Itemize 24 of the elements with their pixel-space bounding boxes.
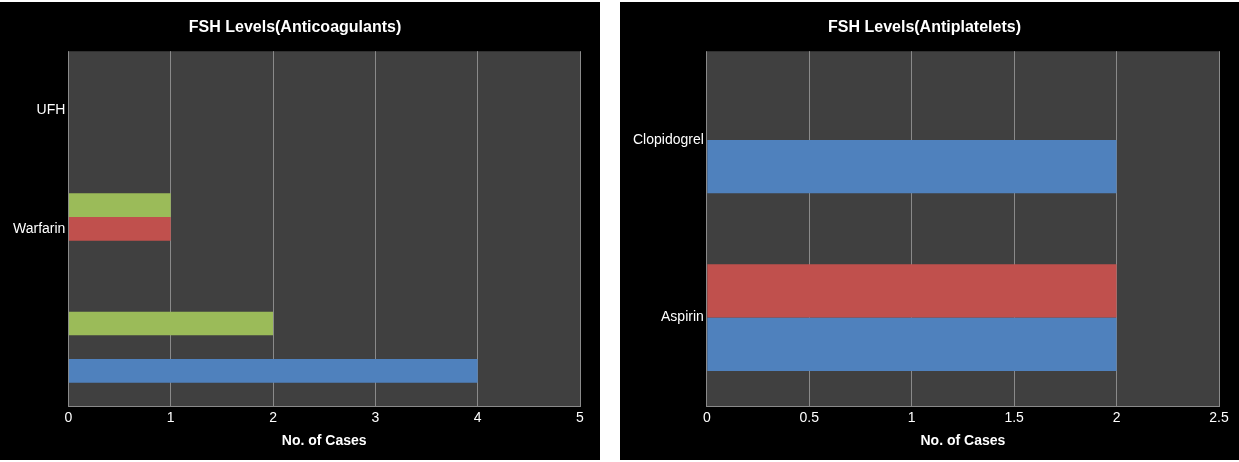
x-tick-label: 0 [702,408,711,425]
y-tick-label: Warfarin [12,219,66,236]
x-tick-label: 2 [269,408,278,425]
x-tick-label: 4 [473,408,482,425]
bar [68,359,478,383]
x-tick-label: 2.5 [1209,408,1229,425]
x-tick-label: 5 [576,408,585,425]
x-tick-label: 1.5 [1004,408,1025,425]
x-tick-label: 1 [166,408,175,425]
chart-title: FSH Levels(Anticoagulants) [188,18,402,36]
x-tick-label: 3 [371,408,380,425]
x-axis-title: No. of Cases [920,432,1006,449]
x-axis-title: No. of Cases [281,432,367,449]
y-tick-label: Clopidogrel [632,130,704,147]
x-tick-label: 0 [64,408,73,425]
x-tick-label: 1 [907,408,916,425]
y-tick-label: UFH [36,101,66,118]
bar [68,311,274,336]
y-tick-label: Aspirin [661,308,704,325]
x-tick-label: 2 [1112,408,1121,425]
bar [68,193,171,217]
x-tick-label: 0.5 [799,408,820,425]
chart-title: FSH Levels(Antiplatelets) [828,18,1021,36]
bar [68,216,171,241]
